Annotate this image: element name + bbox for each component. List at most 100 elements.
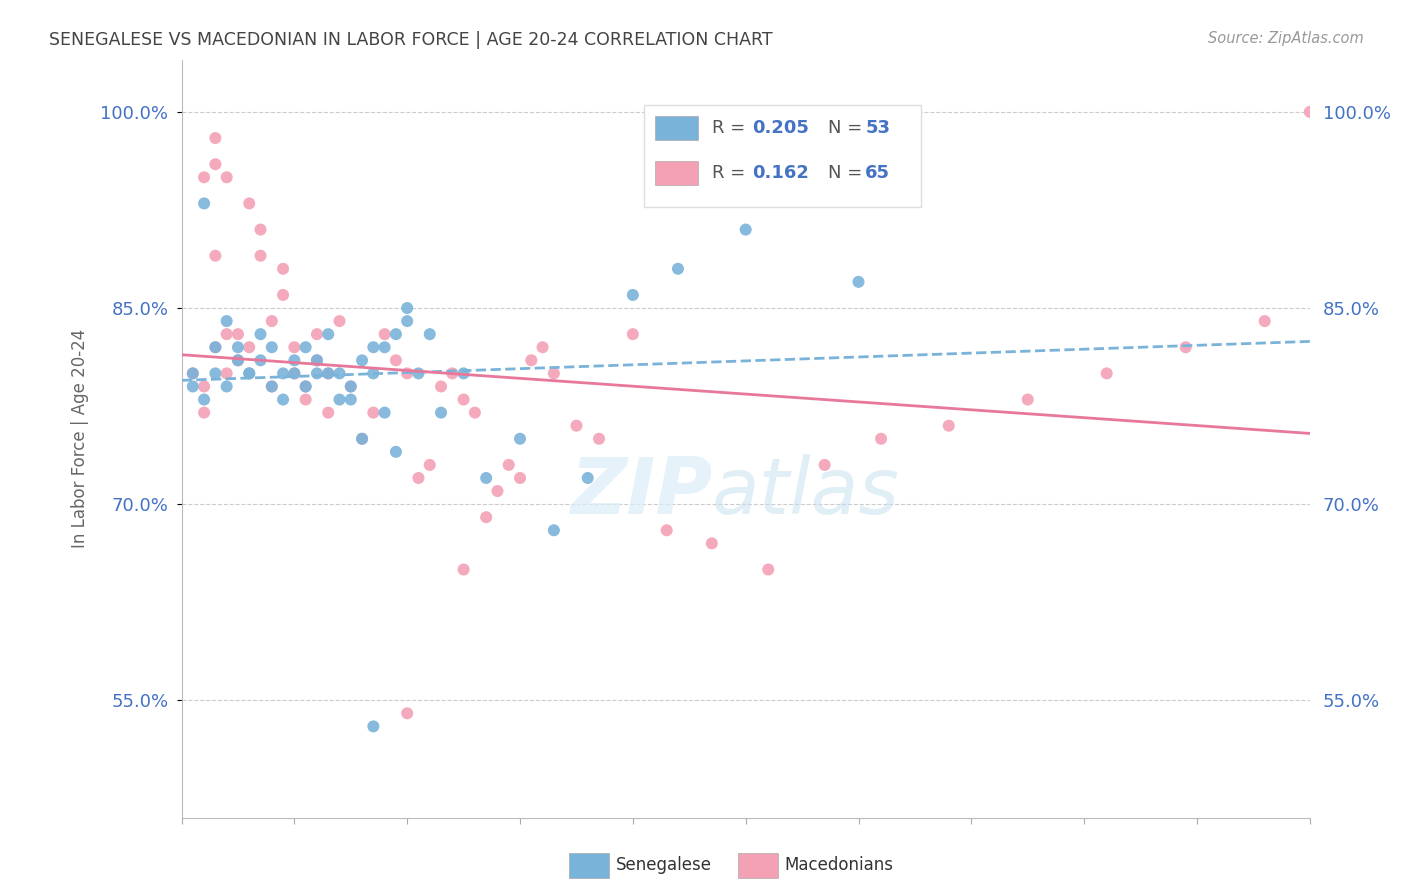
Point: [181, 367, 204, 381]
Point: [520, 353, 543, 368]
Point: [328, 392, 350, 407]
Point: [408, 471, 430, 485]
Point: [453, 367, 475, 381]
Point: [565, 418, 588, 433]
Point: [226, 353, 249, 368]
Point: [938, 418, 960, 433]
Point: [576, 471, 599, 485]
Point: [215, 170, 238, 185]
Point: [396, 367, 419, 381]
Point: [193, 170, 215, 185]
Point: [215, 379, 238, 393]
Point: [475, 471, 498, 485]
Point: [756, 562, 779, 576]
Text: Senegalese: Senegalese: [616, 856, 711, 874]
Point: [430, 406, 453, 420]
Point: [249, 327, 271, 342]
Point: [498, 458, 520, 472]
Point: [385, 445, 408, 459]
Point: [249, 222, 271, 236]
Point: [294, 340, 316, 354]
Point: [363, 406, 385, 420]
Point: [260, 379, 283, 393]
Text: ZIP: ZIP: [569, 454, 711, 530]
Point: [294, 392, 316, 407]
Point: [352, 353, 374, 368]
Point: [655, 523, 678, 537]
Text: Source: ZipAtlas.com: Source: ZipAtlas.com: [1208, 31, 1364, 46]
Y-axis label: In Labor Force | Age 20-24: In Labor Force | Age 20-24: [72, 329, 89, 549]
Text: 65: 65: [865, 164, 890, 182]
Point: [666, 261, 689, 276]
Point: [352, 432, 374, 446]
Point: [621, 327, 644, 342]
Point: [193, 392, 215, 407]
Point: [588, 432, 610, 446]
Point: [204, 131, 226, 145]
Point: [700, 536, 723, 550]
Point: [430, 379, 453, 393]
Text: R =: R =: [711, 164, 751, 182]
Point: [509, 471, 531, 485]
Point: [339, 392, 361, 407]
FancyBboxPatch shape: [655, 161, 699, 186]
FancyBboxPatch shape: [644, 105, 921, 208]
Point: [249, 249, 271, 263]
Point: [260, 340, 283, 354]
Text: Macedonians: Macedonians: [785, 856, 894, 874]
FancyBboxPatch shape: [655, 116, 699, 140]
Point: [316, 367, 339, 381]
Point: [215, 327, 238, 342]
Point: [385, 327, 408, 342]
Point: [408, 367, 430, 381]
Point: [531, 340, 554, 354]
Point: [1095, 367, 1118, 381]
Point: [260, 379, 283, 393]
Text: 0.162: 0.162: [752, 164, 810, 182]
Point: [870, 432, 893, 446]
Text: atlas: atlas: [711, 454, 900, 530]
Point: [204, 249, 226, 263]
Point: [316, 327, 339, 342]
Point: [238, 196, 260, 211]
Point: [226, 327, 249, 342]
Point: [226, 340, 249, 354]
Point: [316, 367, 339, 381]
Point: [193, 406, 215, 420]
Text: N =: N =: [828, 164, 868, 182]
Text: 0.205: 0.205: [752, 119, 810, 136]
Point: [283, 367, 305, 381]
Point: [283, 367, 305, 381]
Point: [374, 340, 396, 354]
Point: [363, 340, 385, 354]
Point: [396, 301, 419, 315]
Text: N =: N =: [828, 119, 868, 136]
Point: [226, 353, 249, 368]
Point: [238, 340, 260, 354]
Point: [305, 353, 328, 368]
Point: [193, 196, 215, 211]
Point: [204, 340, 226, 354]
Point: [181, 379, 204, 393]
Point: [509, 432, 531, 446]
Point: [543, 523, 565, 537]
Point: [316, 406, 339, 420]
Point: [734, 222, 756, 236]
Text: 53: 53: [865, 119, 890, 136]
Point: [453, 392, 475, 407]
Point: [271, 288, 294, 302]
Point: [385, 353, 408, 368]
Point: [374, 406, 396, 420]
Point: [181, 367, 204, 381]
Point: [294, 379, 316, 393]
Point: [271, 261, 294, 276]
Point: [305, 367, 328, 381]
Point: [543, 367, 565, 381]
Point: [238, 367, 260, 381]
Point: [305, 327, 328, 342]
Point: [453, 562, 475, 576]
Point: [271, 392, 294, 407]
Point: [363, 367, 385, 381]
Point: [1253, 314, 1275, 328]
Point: [305, 353, 328, 368]
